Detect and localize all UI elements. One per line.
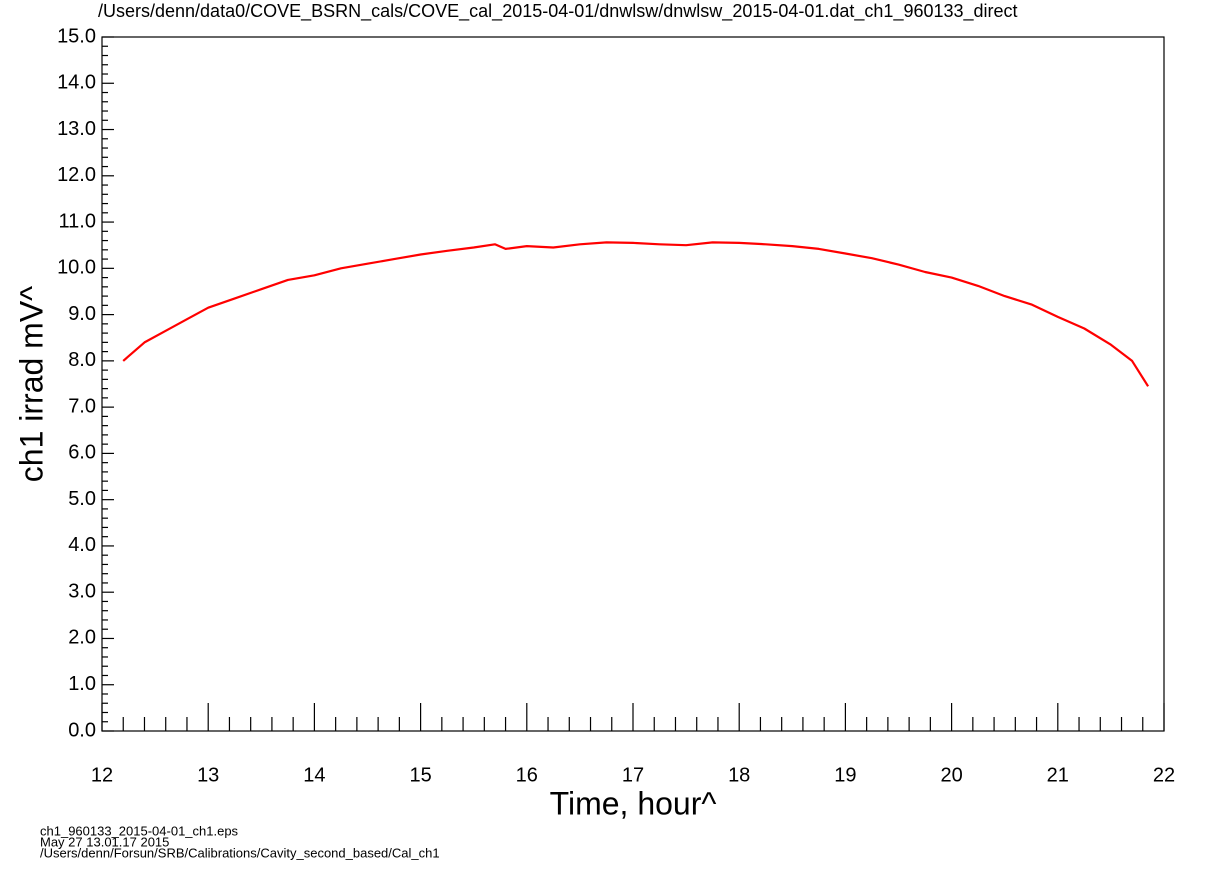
y-tick-label: 5.0 (68, 488, 96, 510)
y-tick-label: 13.0 (57, 118, 96, 140)
footer-line: ch1_960133_2015-04-01_ch1.eps (40, 823, 239, 838)
y-tick-label: 15.0 (57, 25, 96, 47)
x-tick-label: 15 (409, 764, 431, 786)
x-tick-label: 17 (622, 764, 644, 786)
y-tick-label: 8.0 (68, 349, 96, 371)
y-tick-label: 7.0 (68, 395, 96, 417)
y-tick-label: 3.0 (68, 580, 96, 602)
x-tick-label: 18 (728, 764, 750, 786)
chart-title: /Users/denn/data0/COVE_BSRN_cals/COVE_ca… (98, 1, 1018, 22)
y-tick-label: 9.0 (68, 303, 96, 325)
data-line (122, 241, 1150, 387)
y-tick-label: 6.0 (68, 442, 96, 464)
y-tick-label: 10.0 (57, 257, 96, 279)
x-axis-label: Time, hour^ (550, 785, 717, 821)
y-tick-label: 2.0 (68, 627, 96, 649)
y-tick-label: 1.0 (68, 673, 96, 695)
x-tick-label: 13 (197, 764, 219, 786)
y-tick-label: 14.0 (57, 72, 96, 94)
footer-line: /Users/denn/Forsun/SRB/Calibrations/Cavi… (40, 845, 440, 860)
plot-frame (101, 36, 1165, 732)
x-tick-label: 20 (940, 764, 962, 786)
x-tick-label: 19 (834, 764, 856, 786)
footer-line: May 27 13.01.17 2015 (40, 834, 169, 849)
y-tick-label: 4.0 (68, 534, 96, 556)
y-axis-label: ch1 irrad mV^ (13, 286, 49, 482)
x-tick-label: 22 (1153, 764, 1175, 786)
y-tick-label: 12.0 (57, 164, 96, 186)
x-tick-label: 12 (91, 764, 113, 786)
x-tick-label: 16 (516, 764, 538, 786)
x-tick-label: 21 (1047, 764, 1069, 786)
y-tick-label: 0.0 (68, 719, 96, 741)
x-tick-label: 14 (303, 764, 325, 786)
y-tick-label: 11.0 (59, 210, 96, 232)
